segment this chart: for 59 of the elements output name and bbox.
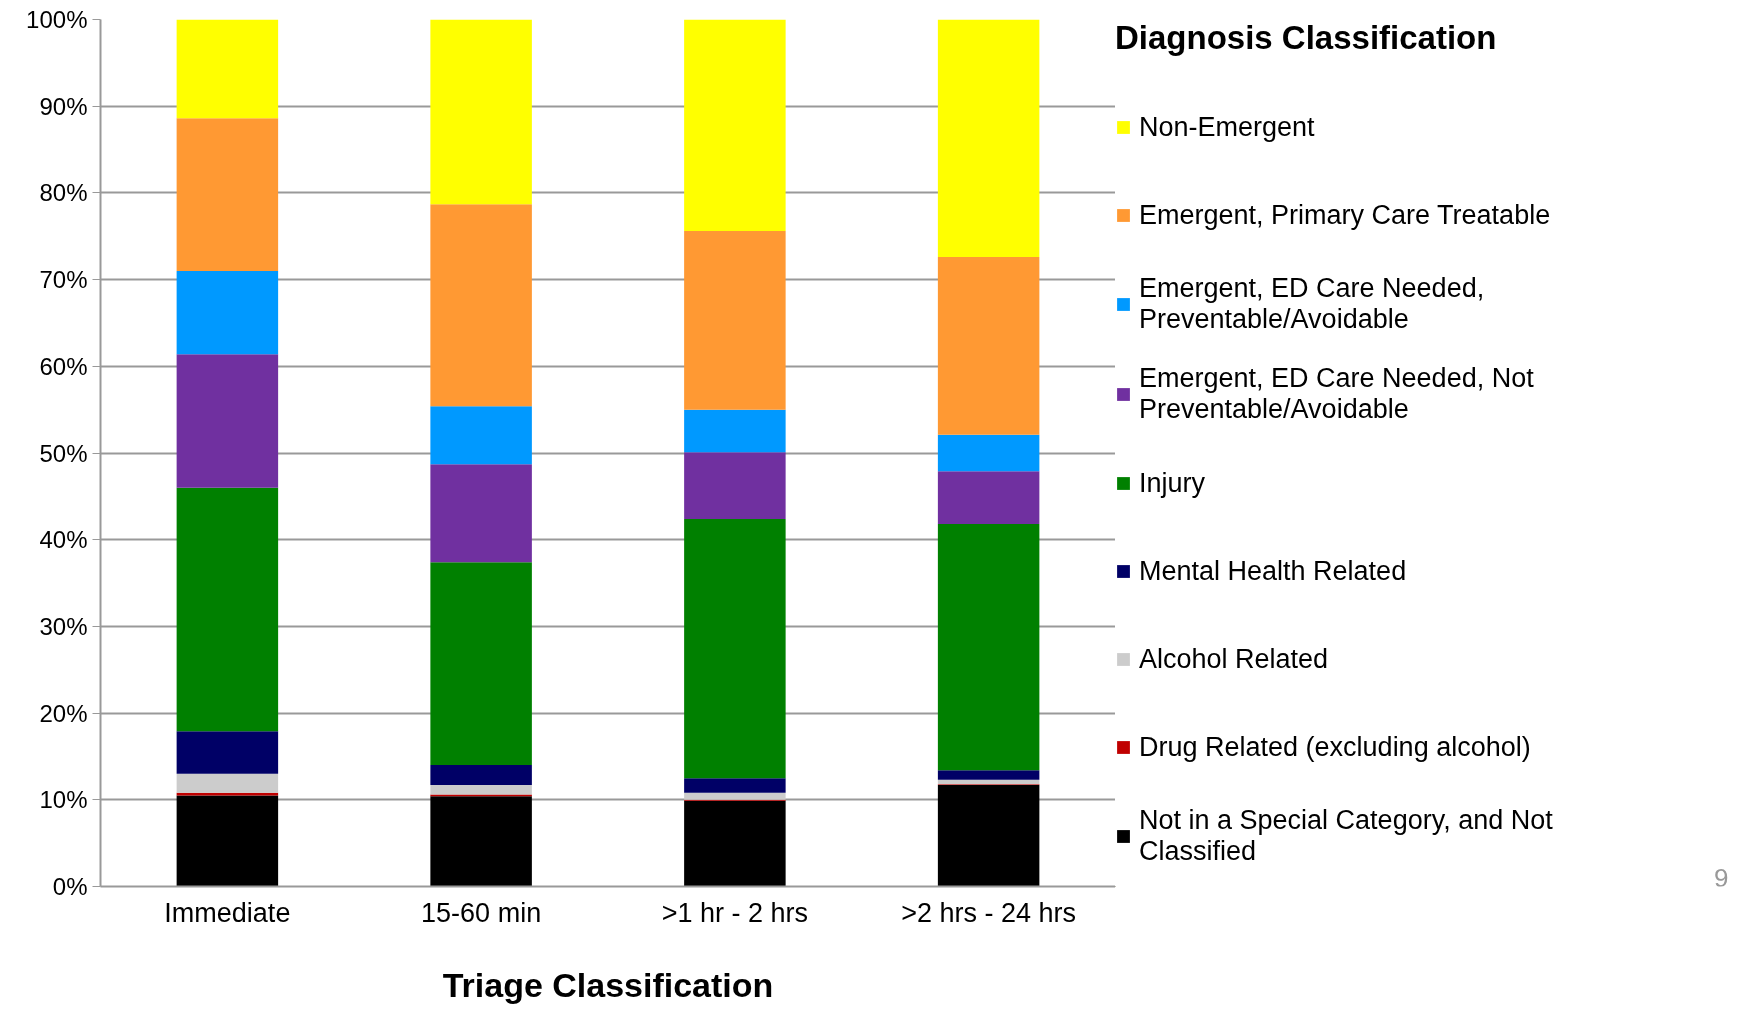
y-tick-label: 100% (26, 6, 88, 33)
bar (937, 257, 1040, 435)
bar (430, 464, 532, 563)
y-tick-label: 50% (39, 439, 88, 467)
bar (684, 800, 786, 887)
bar (937, 471, 1040, 525)
legend-label: Mental Health Related (1139, 554, 1407, 588)
bar (684, 518, 786, 779)
bar (684, 778, 786, 793)
y-tick-label: 80% (39, 179, 88, 207)
bar (430, 765, 532, 786)
bar (430, 562, 532, 766)
legend-label: Emergent, Primary Care Treatable (1139, 198, 1551, 232)
y-tick-label: 40% (39, 526, 88, 554)
bar (176, 19, 279, 119)
bar (684, 231, 786, 410)
y-tick-label: 10% (39, 786, 88, 814)
x-axis-title: Triage Classification (442, 965, 774, 1004)
bar (430, 406, 532, 465)
bar (430, 796, 532, 887)
legend-label: Emergent, ED Care Needed, Not Preventable/Avoidable (1139, 363, 1534, 425)
bar (937, 19, 1040, 258)
text: 9 (1714, 862, 1729, 893)
bar (430, 785, 532, 795)
y-tick-label: 0% (52, 873, 88, 900)
x-tick-label: >1 hr - 2 hrs (661, 897, 809, 928)
legend-label: Drug Related (excluding alcohol) (1139, 730, 1531, 764)
x-tick-label: 15-60 min (421, 897, 542, 928)
legend-label: Non-Emergent (1139, 110, 1315, 144)
legend-title: Diagnosis Classification (1115, 19, 1498, 57)
bar (176, 731, 279, 774)
legend-label: Not in a Special Category, and Not Classified (1139, 805, 1553, 867)
bar (430, 19, 532, 205)
bar (937, 524, 1040, 771)
y-tick-label: 30% (39, 612, 88, 640)
bar (176, 118, 279, 271)
legend-label: Injury (1139, 466, 1206, 500)
x-tick-label: Immediate (164, 897, 291, 928)
legend-label: Emergent, ED Care Needed, Preventable/Avoidable (1139, 273, 1485, 335)
bar (937, 770, 1040, 780)
bar (176, 270, 279, 355)
y-tick-label: 20% (39, 699, 88, 727)
bar (176, 487, 279, 732)
bar (684, 409, 786, 453)
bar (937, 779, 1040, 785)
y-tick-label: 60% (39, 352, 88, 380)
legend-label: Alcohol Related (1139, 642, 1329, 676)
bar (430, 204, 532, 407)
y-tick-label: 90% (39, 92, 88, 120)
bar (176, 795, 279, 887)
bar (684, 792, 786, 800)
bar (684, 19, 786, 232)
y-tick-label: 70% (39, 266, 88, 294)
bar (176, 354, 279, 488)
bar (937, 434, 1040, 472)
bar (937, 785, 1040, 887)
bar (176, 773, 279, 793)
bar (684, 452, 786, 519)
x-tick-label: >2 hrs - 24 hrs (901, 897, 1077, 928)
